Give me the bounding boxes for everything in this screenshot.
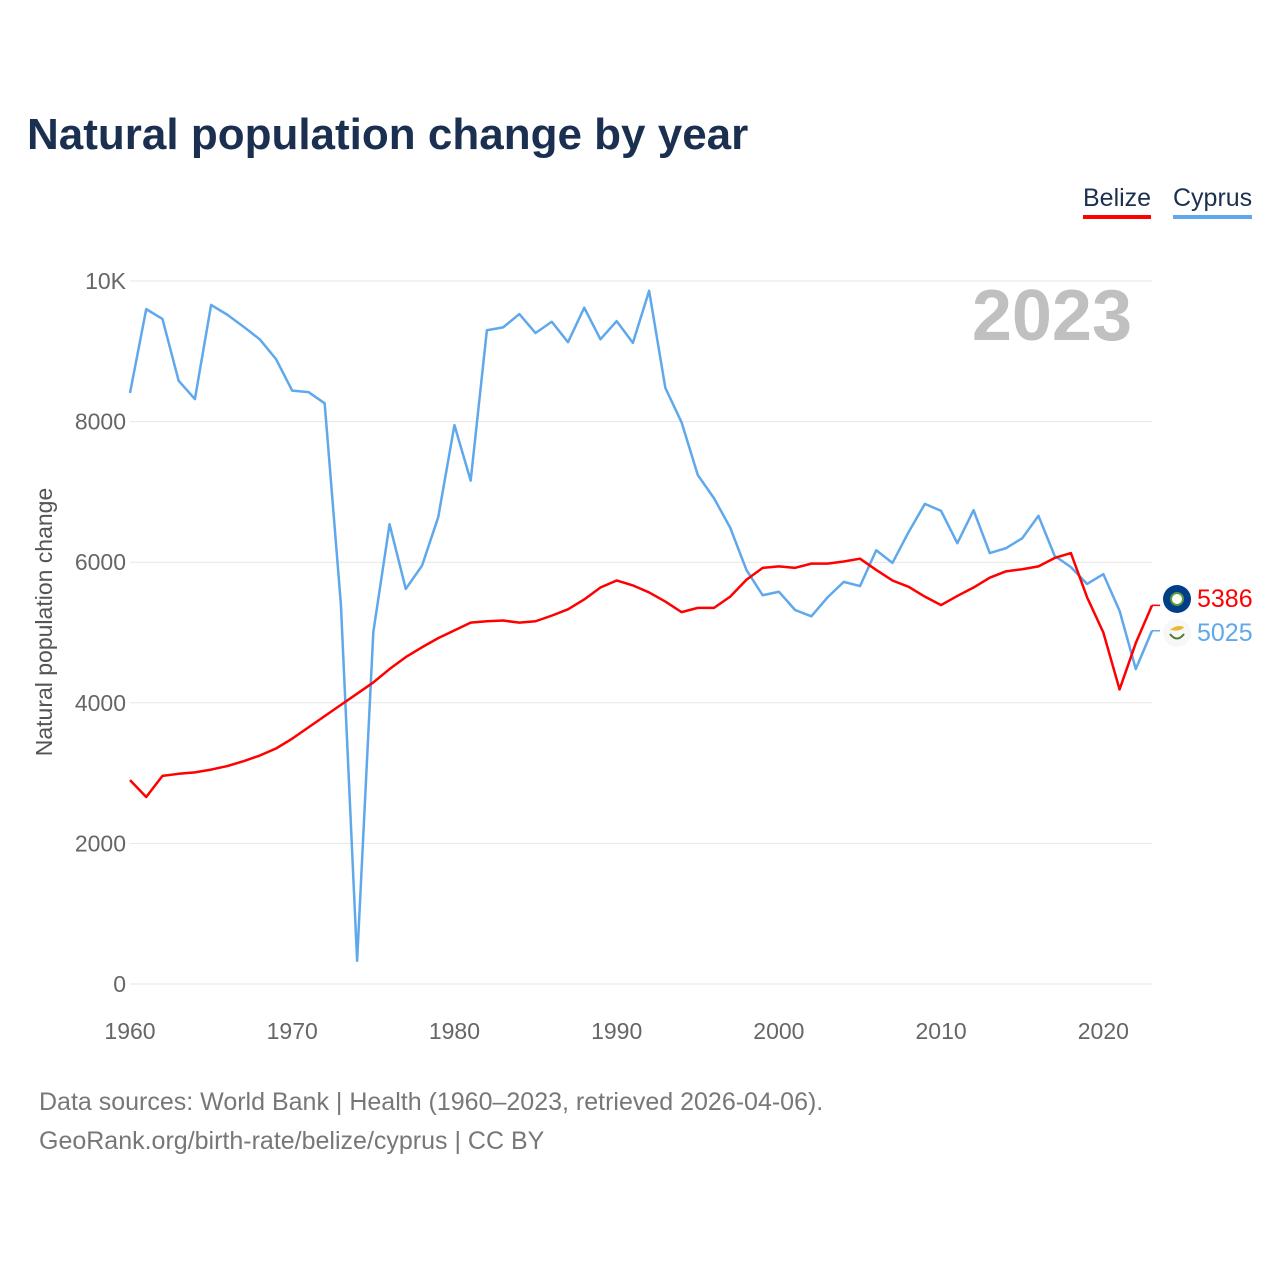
series-line-belize <box>129 551 1154 799</box>
x-tick-label: 1980 <box>429 1018 480 1044</box>
x-tick-label: 2000 <box>753 1018 804 1044</box>
x-tick-label: 1960 <box>104 1018 155 1044</box>
y-tick-label: 6000 <box>75 549 126 575</box>
x-tick-label: 1990 <box>591 1018 642 1044</box>
end-value-label-belize: 5386 <box>1197 585 1253 613</box>
footer-sources: Data sources: World Bank | Health (1960–… <box>39 1088 824 1116</box>
legend-cyprus[interactable]: Cyprus <box>1173 184 1253 219</box>
y-tick-label: 10K <box>85 268 127 294</box>
series-line-cyprus <box>128 289 1154 963</box>
end-value-label-cyprus: 5025 <box>1197 619 1253 647</box>
x-tick-label: 2010 <box>916 1018 967 1044</box>
belize-flag-emblem-icon <box>1170 592 1184 606</box>
footer-attribution[interactable]: GeoRank.org/birth-rate/belize/cyprus | C… <box>39 1127 545 1155</box>
cyprus-flag-icon <box>1163 619 1191 647</box>
x-tick-label: 2020 <box>1078 1018 1129 1044</box>
chart-title: Natural population change by year <box>27 110 749 159</box>
y-axis-label: Natural population change <box>31 488 57 757</box>
y-tick-label: 8000 <box>75 409 126 435</box>
cyprus-flag-map-icon <box>1170 626 1184 631</box>
x-tick-label: 1970 <box>267 1018 318 1044</box>
legend-belize[interactable]: Belize <box>1083 184 1152 219</box>
year-label: 2023 <box>972 276 1132 356</box>
cyprus-flag-olive-icon <box>1169 633 1185 640</box>
y-tick-label: 4000 <box>75 690 126 716</box>
y-tick-label: 2000 <box>75 830 126 856</box>
y-tick-label: 0 <box>113 971 126 997</box>
